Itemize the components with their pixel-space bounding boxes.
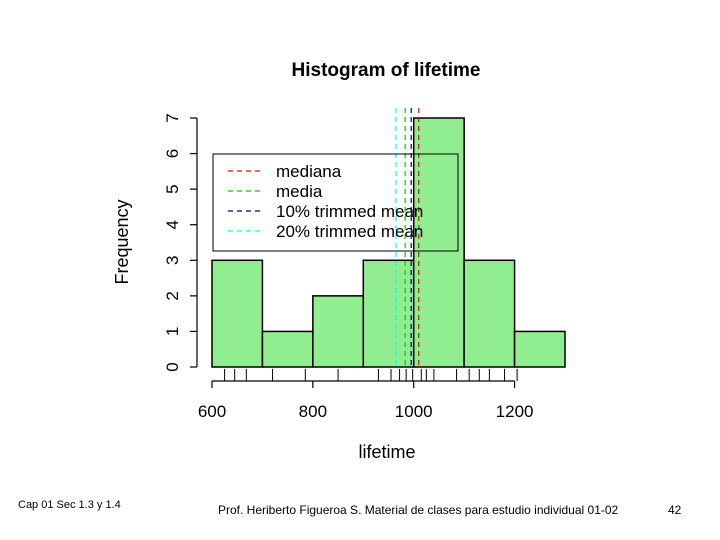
histogram-bar-0 [211, 259, 264, 368]
legend-label-2: 10% trimmed mean [276, 202, 423, 221]
chart-title: Histogram of lifetime [292, 60, 481, 81]
x-axis-label: lifetime [358, 442, 415, 462]
x-tick-label-1: 800 [299, 402, 327, 421]
x-tick-label-3: 1200 [496, 402, 534, 421]
legend-box [212, 153, 459, 252]
footer-credit: Prof. Heriberto Figueroa S. Material de … [218, 503, 619, 517]
histogram-bar-1 [261, 330, 314, 368]
histogram-bar-5 [463, 259, 516, 368]
x-tick-label-2: 1000 [395, 402, 433, 421]
histogram-bar-2 [312, 295, 365, 368]
y-tick-label-7: 7 [163, 113, 182, 122]
y-axis-label: Frequency [112, 199, 132, 284]
y-tick-label-2: 2 [163, 291, 182, 300]
axes-layer: 600 800 1000 1200 0 1 2 3 4 5 6 7 [163, 113, 533, 421]
bars-layer [211, 117, 566, 368]
x-tick-label-0: 600 [198, 402, 226, 421]
legend-label-3: 20% trimmed mean [276, 222, 423, 241]
page-number: 42 [668, 503, 682, 517]
y-tick-label-1: 1 [163, 327, 182, 336]
histogram-bar-6 [513, 330, 566, 368]
rug-layer [224, 369, 518, 381]
legend-label-0: mediana [276, 162, 342, 181]
histogram-bar-4 [412, 117, 465, 368]
y-tick-label-3: 3 [163, 256, 182, 265]
histogram-bar-3 [362, 259, 415, 368]
y-tick-label-5: 5 [163, 184, 182, 193]
y-tick-label-0: 0 [163, 362, 182, 371]
reference-lines-layer [395, 108, 420, 367]
y-tick-label-4: 4 [163, 220, 182, 229]
footer-chapter: Cap 01 Sec 1.3 y 1.4 [18, 499, 121, 511]
legend-label-1: media [276, 182, 323, 201]
y-tick-label-6: 6 [163, 149, 182, 158]
